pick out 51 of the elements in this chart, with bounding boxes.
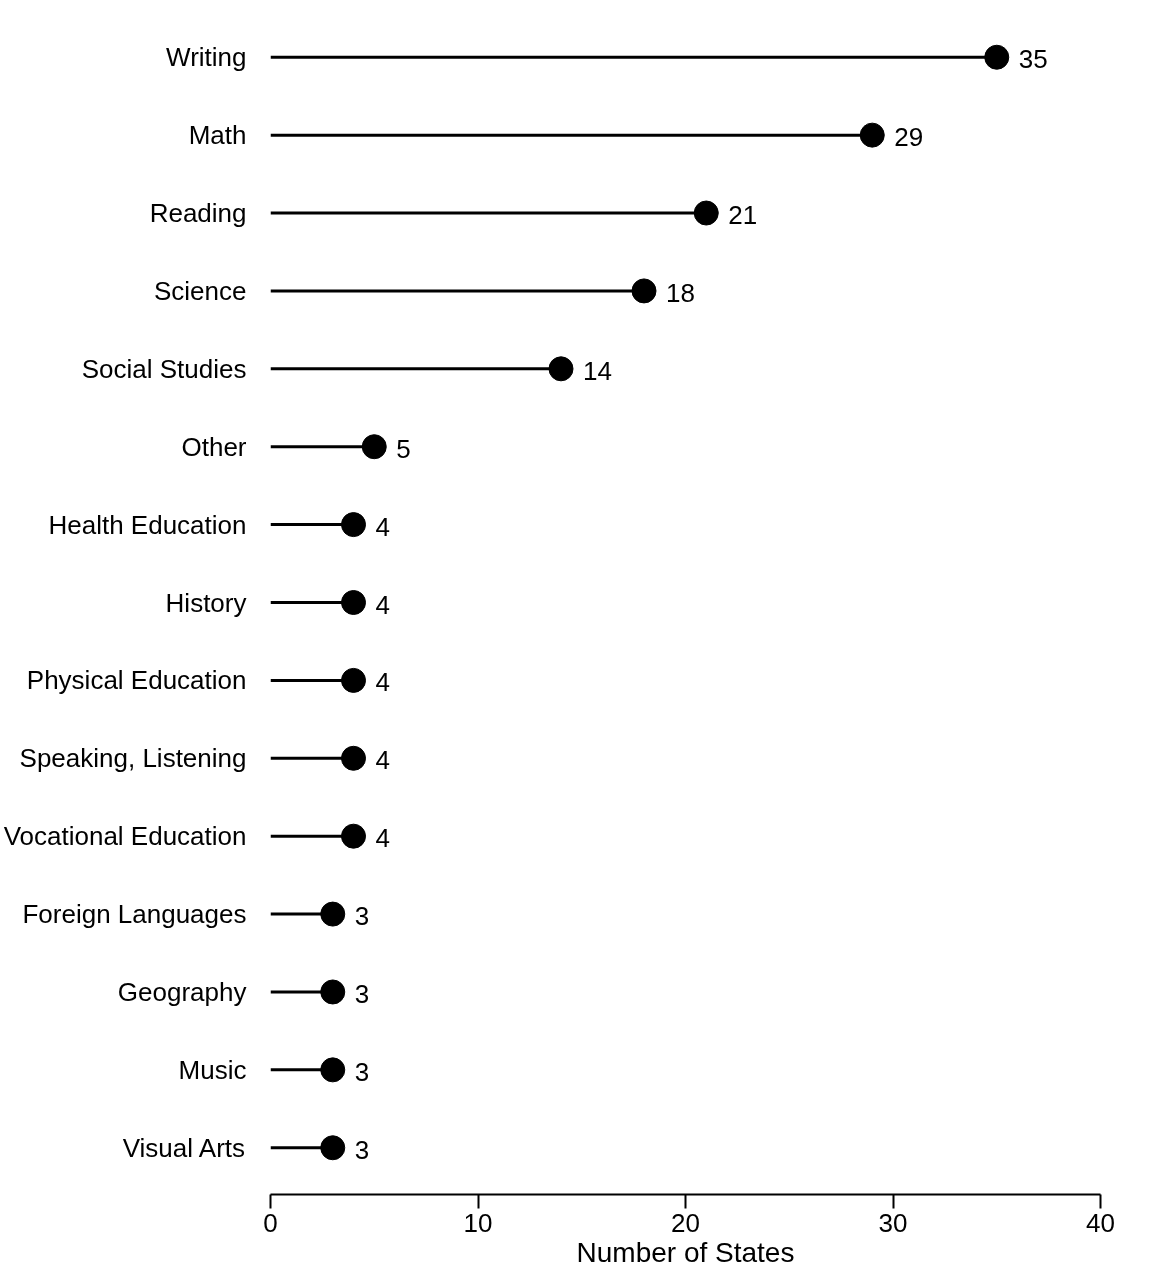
point: [320, 1135, 346, 1161]
x-tick-label: 10: [463, 1207, 493, 1238]
point: [548, 356, 574, 382]
data-label: 4: [375, 511, 390, 542]
point: [320, 979, 346, 1005]
y-tick-label: Science: [154, 275, 247, 306]
data-label: 3: [354, 978, 370, 1009]
data-label: 4: [375, 823, 390, 854]
point: [631, 278, 657, 304]
y-tick-label: Writing: [166, 42, 247, 73]
data-label: 14: [583, 355, 612, 386]
y-tick-label: Social Studies: [81, 353, 247, 384]
data-label: 4: [375, 745, 390, 776]
point: [320, 1057, 346, 1083]
y-tick-label: Health Education: [48, 509, 247, 540]
data-label: 3: [354, 1134, 370, 1165]
y-tick-label: Reading: [149, 198, 247, 229]
x-tick-label: 0: [263, 1207, 278, 1238]
point: [341, 745, 366, 771]
y-tick-label: Physical Education: [26, 665, 247, 696]
data-label: 3: [354, 1056, 370, 1087]
data-label: 29: [894, 122, 924, 153]
point: [341, 590, 366, 615]
point: [693, 200, 719, 226]
data-label: 4: [375, 667, 390, 698]
point: [984, 44, 1010, 70]
data-label: 5: [396, 433, 411, 464]
y-tick-label: Other: [181, 431, 247, 462]
y-tick-label: Foreign Languages: [22, 899, 247, 930]
point: [361, 434, 387, 460]
data-label: 3: [354, 901, 370, 932]
y-tick-label: Math: [188, 120, 247, 151]
x-tick-label: 20: [671, 1207, 700, 1238]
point: [341, 512, 366, 538]
y-tick-label: Visual Arts: [122, 1132, 246, 1163]
x-axis-title: Number of States: [576, 1236, 795, 1268]
point: [341, 667, 366, 693]
x-tick-label: 40: [1086, 1207, 1115, 1238]
x-tick-label: 30: [878, 1207, 908, 1238]
y-tick-label: Speaking, Listening: [19, 743, 247, 774]
y-tick-label: Music: [178, 1054, 247, 1085]
y-tick-label: Vocational Education: [3, 821, 247, 852]
data-label: 21: [728, 200, 758, 231]
y-tick-label: Geography: [117, 976, 247, 1007]
data-label: 4: [375, 589, 390, 620]
point: [859, 122, 885, 148]
data-label: 35: [1018, 44, 1048, 75]
data-label: 18: [666, 277, 695, 308]
y-tick-label: History: [165, 587, 247, 618]
point: [341, 823, 366, 849]
point: [320, 901, 346, 927]
